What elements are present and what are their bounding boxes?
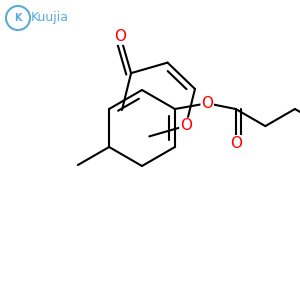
Text: O: O — [115, 29, 127, 44]
Text: K: K — [14, 13, 22, 23]
Text: O: O — [180, 118, 192, 133]
Text: O: O — [201, 96, 213, 111]
Text: Kuujia: Kuujia — [31, 11, 69, 25]
Text: O: O — [230, 136, 242, 151]
